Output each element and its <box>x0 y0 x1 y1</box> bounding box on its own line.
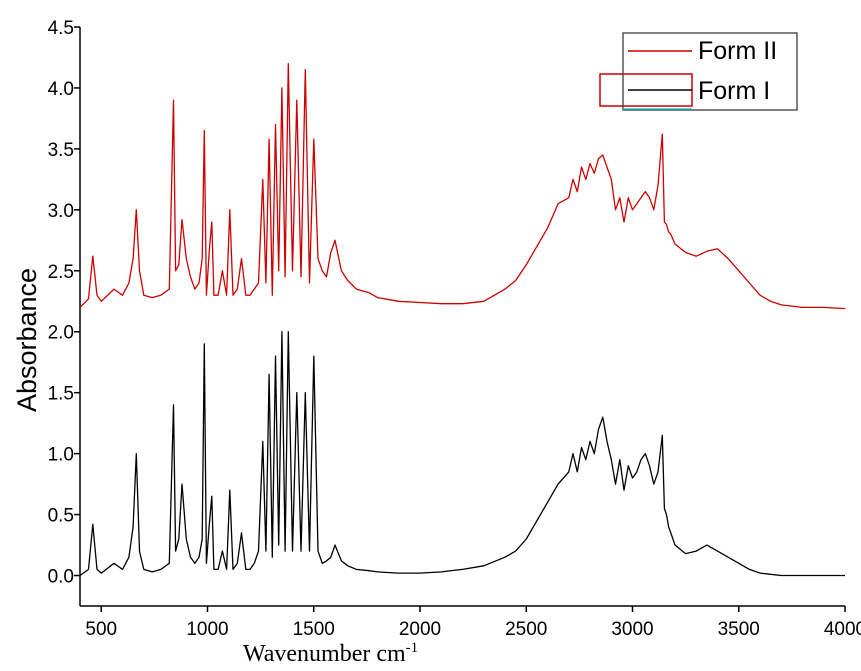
y-tick-label-6: 3.0 <box>48 201 74 222</box>
axes <box>79 27 845 607</box>
tick-labels: 500 1000 1500 2000 2500 3000 3500 4000 0.0 0.5 1.0… <box>48 18 861 640</box>
legend-label-form-i: Form I <box>698 77 770 105</box>
x-axis-label: Wavenumber cm-1 <box>243 640 418 667</box>
y-axis-label: Absorbance <box>12 268 42 412</box>
x-tick-label-3000: 3000 <box>611 619 653 640</box>
y-tick-label-0: 0.0 <box>48 567 74 588</box>
x-tick-label-2500: 2500 <box>505 619 547 640</box>
y-tick-label-1: 0.5 <box>48 506 74 527</box>
y-tick-label-9: 4.5 <box>48 18 74 39</box>
legend-label-form-ii: Form II <box>698 37 777 65</box>
ticks <box>74 26 846 612</box>
legend-box <box>622 32 798 111</box>
x-tick-label-1000: 1000 <box>186 619 228 640</box>
x-tick-label-4000: 4000 <box>824 619 861 640</box>
y-tick-label-8: 4.0 <box>48 79 74 100</box>
x-axis-label-superscript: -1 <box>406 640 419 656</box>
y-tick-label-5: 2.5 <box>48 262 74 283</box>
x-tick-label-3500: 3500 <box>718 619 760 640</box>
legend: Form II Form I <box>599 32 798 111</box>
series-layer <box>79 62 846 577</box>
y-tick-label-2: 1.0 <box>48 445 74 466</box>
series-line-form-ii <box>79 62 846 310</box>
y-tick-label-4: 2.0 <box>48 323 74 344</box>
x-tick-label-500: 500 <box>85 619 117 640</box>
y-tick-label-7: 3.5 <box>48 140 74 161</box>
x-axis-label-text: Wavenumber cm <box>243 641 406 667</box>
x-tick-label-1500: 1500 <box>293 619 335 640</box>
x-tick-label-2000: 2000 <box>399 619 441 640</box>
y-tick-label-3: 1.5 <box>48 384 74 405</box>
series-line-form-i <box>79 331 845 577</box>
